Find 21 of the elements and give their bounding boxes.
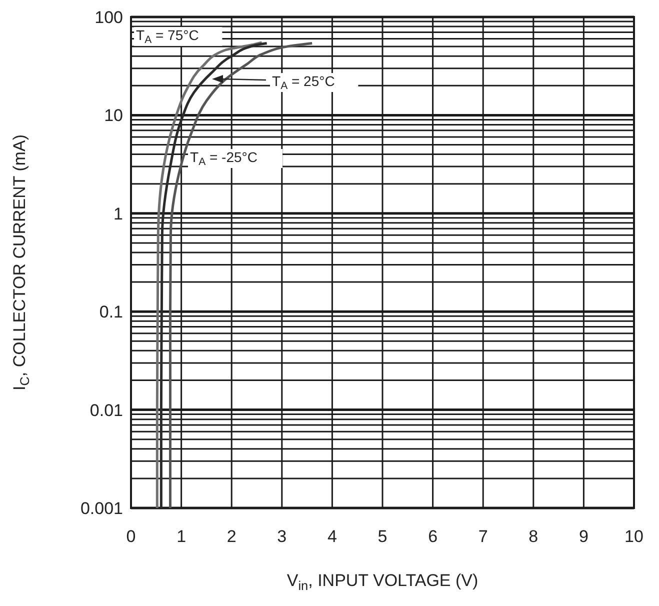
x-tick-label: 9 <box>578 527 588 546</box>
x-tick-label: 0 <box>126 527 136 546</box>
annotation: T$_{A}$ = 25°C <box>272 73 335 92</box>
x-tick-label: 1 <box>176 527 186 546</box>
x-tick-label: 6 <box>428 527 438 546</box>
y-tick-label: 1 <box>114 204 123 224</box>
y-tick-label: 100 <box>94 8 123 27</box>
x-axis-title: V$_{in}$, INPUT VOLTAGE (V) <box>286 571 478 593</box>
x-tick-label: 10 <box>624 527 644 546</box>
annotation: T$_{A}$ = -25°C <box>190 149 258 168</box>
x-tick-label: 8 <box>528 527 538 546</box>
y-tick-label: 0.1 <box>99 302 123 322</box>
x-tick-label: 4 <box>327 527 337 546</box>
x-tick-label: 5 <box>378 527 388 546</box>
y-tick-label: 0.01 <box>90 400 123 420</box>
x-tick-label: 7 <box>478 527 488 546</box>
x-tick-label: 2 <box>226 527 236 546</box>
y-tick-label: 0.001 <box>80 498 123 518</box>
y-tick-label: 10 <box>104 106 123 126</box>
x-tick-label: 3 <box>277 527 287 546</box>
annotation: T$_{A}$ = 75°C <box>136 27 199 46</box>
